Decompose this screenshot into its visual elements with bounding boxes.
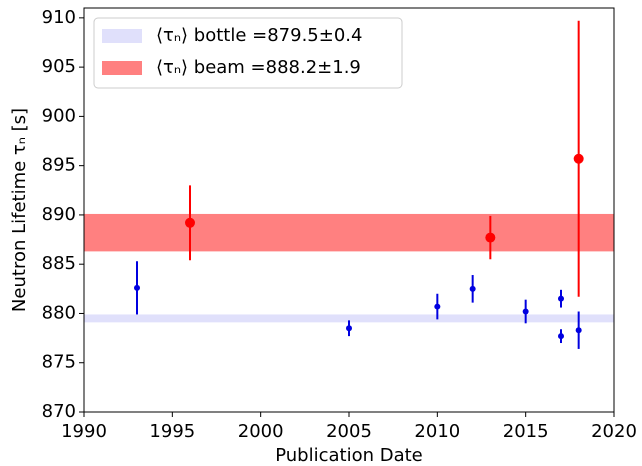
y-tick-label: 870 (42, 401, 76, 422)
point (558, 295, 564, 302)
point (185, 217, 195, 228)
legend-swatch (102, 29, 142, 43)
x-tick-label: 2005 (326, 421, 372, 442)
x-tick-label: 2010 (414, 421, 460, 442)
y-tick-label: 890 (42, 204, 76, 225)
y-axis-label: Neutron Lifetime τₙ [s] (9, 108, 30, 312)
x-tick-label: 1995 (149, 421, 195, 442)
plot-frame (83, 7, 615, 413)
x-tick-label: 1990 (61, 421, 107, 442)
point (346, 325, 352, 332)
legend-box (93, 17, 403, 89)
band (84, 213, 614, 252)
x-tick-label: 2015 (503, 421, 549, 442)
y-tick-label: 900 (42, 105, 76, 126)
point (573, 153, 584, 164)
x-axis-label: Publication Date (275, 445, 423, 466)
point (485, 232, 496, 243)
y-tick-label: 875 (42, 352, 76, 373)
x-tick-label: 2020 (591, 421, 637, 442)
point (575, 327, 582, 334)
legend-swatch (102, 61, 142, 75)
point (522, 308, 529, 315)
legend-label: ⟨τₙ⟩ beam =888.2±1.9 (156, 57, 361, 78)
y-tick-label: 905 (42, 56, 76, 77)
point (558, 333, 564, 340)
legend-label: ⟨τₙ⟩ bottle =879.5±0.4 (156, 25, 362, 46)
x-tick-label: 2000 (238, 421, 284, 442)
y-tick-label: 895 (42, 155, 76, 176)
y-tick-label: 880 (42, 302, 76, 323)
y-tick-label: 885 (42, 253, 76, 274)
band (84, 314, 614, 323)
point (134, 284, 140, 291)
y-tick-label: 910 (42, 7, 76, 28)
point (434, 303, 441, 310)
point (469, 285, 476, 292)
